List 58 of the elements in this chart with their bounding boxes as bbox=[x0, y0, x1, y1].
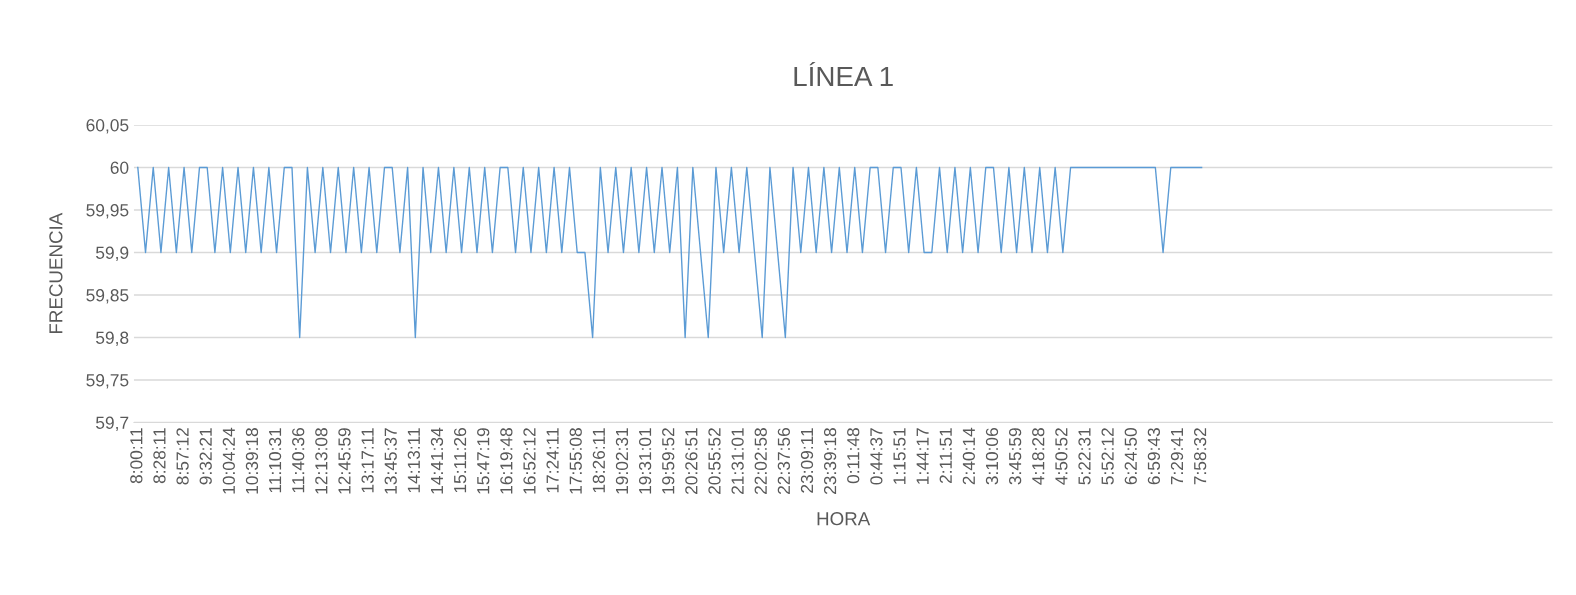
x-tick-label: 22:02:58 bbox=[754, 428, 767, 495]
x-tick-label: 12:45:59 bbox=[338, 428, 351, 494]
x-tick-label: 20:55:52 bbox=[708, 428, 721, 495]
x-tick-label: 6:24:50 bbox=[1124, 427, 1137, 485]
x-tick-label: 3:10:06 bbox=[985, 428, 999, 485]
x-tick-label: 12:13:08 bbox=[315, 428, 328, 494]
x-tick-label: 2:11:51 bbox=[939, 428, 952, 484]
x-tick-label: 0:11:48 bbox=[847, 428, 860, 484]
x-tick-label: 15:11:26 bbox=[453, 428, 467, 493]
x-tick-label: 17:55:08 bbox=[569, 428, 582, 494]
x-tick-label: 11:10:31 bbox=[268, 428, 282, 493]
y-tick-label: 59,95 bbox=[86, 204, 129, 219]
x-tick-label: 13:17:11 bbox=[361, 428, 374, 493]
x-tick-label: 18:26:11 bbox=[592, 428, 605, 493]
x-tick-label: 10:04:24 bbox=[222, 427, 235, 494]
x-tick-label: 14:41:34 bbox=[430, 427, 444, 494]
x-tick-label: 22:37:56 bbox=[777, 428, 791, 495]
x-tick-label: 9:32:21 bbox=[199, 428, 212, 485]
x-tick-label: 1:15:51 bbox=[893, 428, 906, 484]
y-tick-label: 59,9 bbox=[96, 246, 129, 261]
x-tick-label: 3:45:59 bbox=[1008, 428, 1022, 485]
y-tick-label: 60 bbox=[110, 161, 129, 174]
x-tick-label: 21:31:01 bbox=[731, 428, 744, 495]
x-tick-label: 13:45:37 bbox=[384, 428, 397, 494]
x-tick-label: 8:28:11 bbox=[153, 428, 166, 484]
y-tick-label: 59,7 bbox=[96, 416, 129, 431]
x-tick-label: 4:18:28 bbox=[1032, 428, 1045, 485]
x-tick-label: 2:40:14 bbox=[962, 427, 976, 485]
y-tick-label: 60,05 bbox=[86, 119, 129, 134]
x-tick-label: 7:29:41 bbox=[1170, 428, 1184, 485]
x-tick-label: 4:50:52 bbox=[1055, 428, 1068, 485]
y-tick-label: 59,85 bbox=[86, 289, 129, 304]
x-tick-label: 19:59:52 bbox=[662, 428, 675, 494]
x-tick-label: 15:47:19 bbox=[477, 428, 490, 494]
x-tick-label: 6:59:43 bbox=[1147, 428, 1161, 485]
x-tick-label: 19:02:31 bbox=[615, 428, 629, 494]
x-tick-label: 11:40:36 bbox=[292, 428, 305, 493]
x-tick-label: 14:13:11 bbox=[407, 428, 420, 493]
x-tick-label: 7:58:32 bbox=[1193, 428, 1207, 485]
x-tick-label: 5:52:12 bbox=[1101, 428, 1114, 485]
y-axis-title: FRECUENCIA bbox=[49, 212, 63, 334]
y-tick-label: 59,75 bbox=[86, 374, 129, 389]
x-tick-label: 5:22:31 bbox=[1078, 428, 1091, 485]
y-tick-label: 59,8 bbox=[96, 331, 129, 346]
x-tick-label: 16:19:48 bbox=[500, 428, 513, 494]
x-tick-label: 8:00:11 bbox=[130, 428, 143, 484]
x-tick-label: 0:44:37 bbox=[870, 428, 883, 485]
x-tick-label: 17:24:11 bbox=[546, 428, 559, 493]
x-tick-label: 10:39:18 bbox=[245, 428, 259, 494]
chart-title: LÍNEA 1 bbox=[794, 61, 893, 87]
x-tick-label: 23:09:11 bbox=[800, 428, 814, 493]
x-tick-label: 20:26:51 bbox=[685, 428, 698, 495]
x-tick-label: 16:52:12 bbox=[523, 428, 536, 494]
x-tick-label: 19:31:01 bbox=[638, 428, 652, 494]
x-tick-label: 1:44:17 bbox=[916, 428, 929, 484]
x-tick-label: 23:39:18 bbox=[823, 428, 837, 495]
x-axis-title: HORA bbox=[817, 512, 871, 526]
x-tick-label: 8:57:12 bbox=[176, 428, 189, 485]
